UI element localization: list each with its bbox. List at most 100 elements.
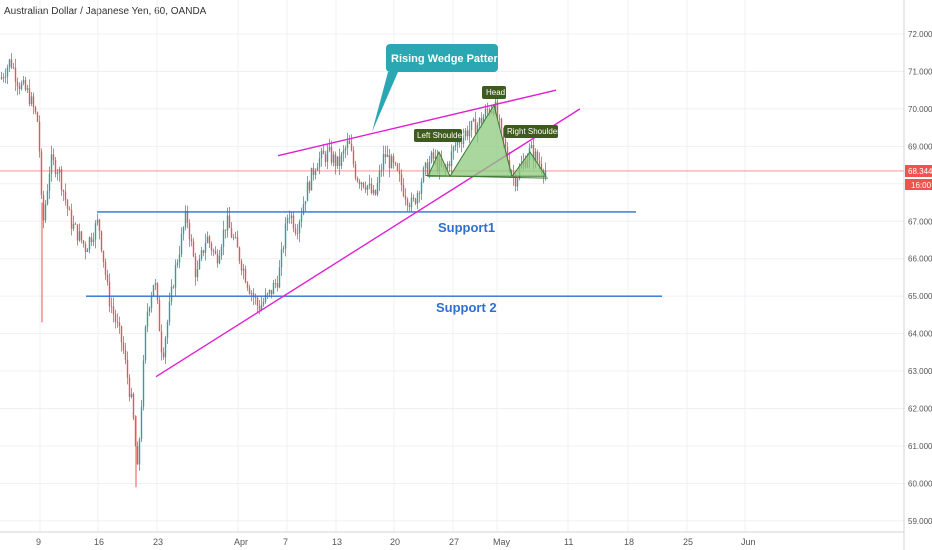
candle-body	[404, 195, 407, 200]
candle-body	[24, 80, 27, 90]
candle-body	[538, 160, 541, 164]
wedge-lines[interactable]	[155, 89, 581, 378]
candle-body	[304, 201, 307, 205]
candle-body	[98, 219, 101, 232]
support-lines[interactable]	[86, 211, 662, 297]
y-tick-label: 66.000	[908, 255, 932, 264]
candle-body	[96, 219, 99, 224]
candle-body	[162, 352, 165, 358]
candle-body	[148, 307, 151, 312]
candle-body	[108, 281, 111, 307]
candle-body	[232, 237, 235, 239]
candle-body	[198, 258, 201, 270]
candle-body	[8, 59, 11, 68]
candle-body	[468, 130, 471, 137]
candle-body	[60, 169, 63, 191]
candle-body	[476, 125, 479, 134]
candle-body	[426, 162, 429, 175]
candle-body	[418, 193, 421, 194]
candle-body	[34, 107, 37, 113]
candle-body	[128, 377, 131, 397]
candle-body	[480, 118, 483, 123]
candle-body	[174, 264, 177, 288]
right-shoulder-tag: Right Shoulder	[504, 125, 560, 138]
candle-body	[208, 236, 211, 244]
candle-body	[22, 80, 25, 84]
candle-body	[282, 248, 285, 250]
candle-body	[30, 96, 33, 105]
grid	[0, 0, 904, 532]
y-tick-label: 67.000	[908, 217, 932, 226]
candle-body	[68, 208, 71, 211]
candle-body	[298, 221, 301, 234]
candle-body	[150, 295, 153, 308]
wedge-upper-line[interactable]	[277, 89, 557, 157]
candle-body	[334, 154, 337, 166]
candle-body	[82, 240, 85, 245]
candle-body	[462, 136, 465, 144]
candle-body	[466, 130, 469, 137]
y-tick-label: 72.000	[908, 30, 932, 39]
candle-body	[292, 215, 295, 229]
candle-body	[112, 306, 115, 315]
x-tick-label: 18	[624, 537, 634, 547]
candle-body	[532, 145, 535, 162]
x-tick-label: 23	[153, 537, 163, 547]
candle-body	[32, 96, 35, 108]
y-tick-label: 60.000	[908, 479, 932, 488]
candle-body	[194, 256, 197, 278]
candle-body	[362, 182, 365, 187]
candle-body	[314, 170, 317, 175]
left-shoulder-tag: Left Shoulder	[414, 129, 465, 142]
head-and-shoulders-pattern[interactable]	[425, 103, 549, 179]
candle-body	[28, 88, 31, 105]
candle-body	[482, 116, 485, 123]
candle-body	[470, 120, 473, 131]
candle-body	[472, 119, 475, 121]
candle-body	[248, 287, 251, 294]
candle-body	[328, 147, 331, 151]
candle-body	[264, 294, 267, 302]
candle-body	[350, 143, 353, 151]
y-tick-label: 61.000	[908, 442, 932, 451]
candle-body	[460, 142, 463, 144]
candle-body	[340, 153, 343, 166]
candle-body	[372, 189, 375, 194]
candle-body	[18, 86, 21, 90]
candle-body	[152, 284, 155, 296]
candle-body	[434, 156, 437, 159]
wedge-lower-line[interactable]	[155, 108, 581, 378]
x-tick-label: May	[493, 537, 511, 547]
candle-body	[12, 67, 15, 69]
candle-body	[90, 237, 93, 242]
candle-body	[104, 262, 107, 275]
candle-body	[388, 154, 391, 169]
candle-body	[478, 118, 481, 126]
candle-body	[172, 286, 175, 288]
candle-body	[406, 199, 409, 206]
candle-body	[46, 191, 49, 205]
candle-body	[190, 239, 193, 242]
candles	[0, 53, 904, 488]
candle-body	[78, 231, 81, 241]
candle-body	[498, 118, 501, 120]
x-tick-label: 16	[94, 537, 104, 547]
candle-body	[250, 293, 253, 294]
candle-body	[94, 223, 97, 240]
candle-body	[378, 171, 381, 183]
candle-body	[50, 154, 53, 174]
candle-body	[186, 210, 189, 223]
candle-body	[396, 164, 399, 171]
left-shoulder-label: Left Shoulder	[417, 131, 465, 140]
candle-body	[516, 178, 519, 187]
candle-body	[100, 231, 103, 251]
candle-body	[408, 205, 411, 208]
candle-body	[310, 167, 313, 191]
y-tick-label: 65.000	[908, 292, 932, 301]
rising-wedge-callout[interactable]: Rising Wedge Pattern	[372, 44, 505, 132]
candle-body	[4, 76, 7, 78]
candle-body	[410, 197, 413, 208]
candle-body	[218, 255, 221, 264]
